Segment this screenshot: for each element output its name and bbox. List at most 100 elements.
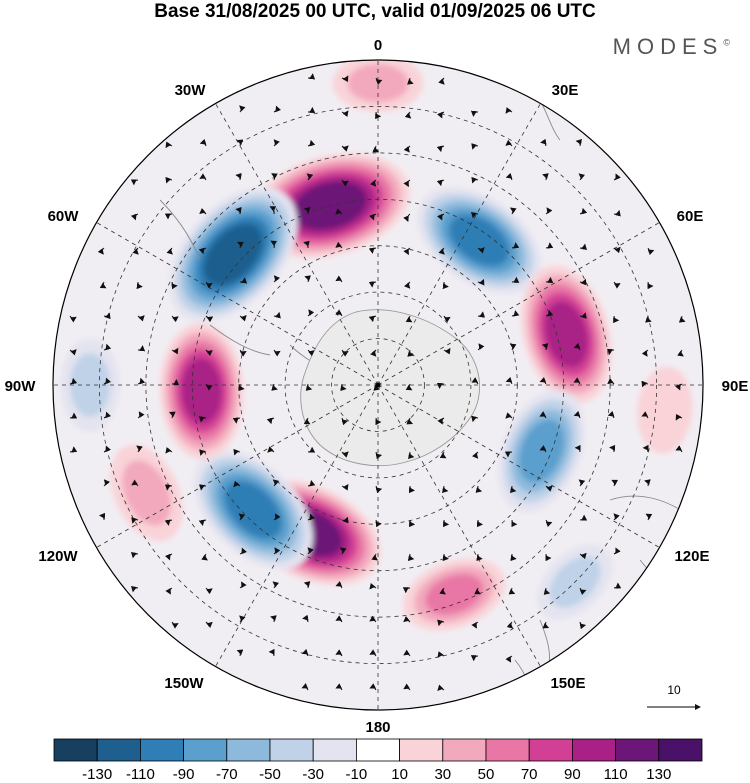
wind-arrow [645,315,652,323]
wind-arrow [471,176,479,184]
wind-arrow [579,207,588,215]
wind-arrow [341,110,349,118]
wind-arrow [607,410,615,419]
wind-arrow [578,479,586,487]
wind-arrow [403,649,411,657]
wind-arrow [165,587,173,595]
anomaly-cell [403,558,506,631]
anomaly-contour [425,574,484,615]
colorbar-swatch [658,738,703,762]
wind-arrow [273,547,281,555]
wind-arrow [130,585,139,593]
wind-arrow [272,581,280,589]
longitude-labels: 0 30E 60E 90E 120E 150E 180 150W 120W 90… [5,37,749,736]
wind-arrow [579,514,588,521]
wind-arrow [509,207,517,215]
wind-arrow [335,581,343,589]
wind-arrow [511,242,520,249]
wind-arrow [307,309,315,317]
meridian [96,384,379,548]
wind-arrow [578,173,586,181]
wind-arrow [273,105,282,113]
wind-arrow [647,247,655,256]
wind-arrow [238,383,245,392]
wind-arrow [375,111,382,120]
lon-label-30e: 30E [552,82,579,99]
wind-arrow [545,519,553,528]
wind-arrow [541,343,549,351]
wind-arrow [341,417,349,426]
wind-arrow [442,553,449,562]
wind-arrow [539,411,547,419]
lon-label-180: 180 [365,719,390,736]
parallel [98,105,658,665]
wind-arrow [201,553,208,561]
anomaly-cell [110,444,183,542]
lon-label-150w: 150W [164,675,204,692]
wind-arrow [606,348,615,355]
meridian [96,222,379,386]
colorbar-tick-label: -30 [302,766,324,783]
wind-arrow [239,349,247,357]
wind-arrow [238,513,246,521]
wind-arrow [273,275,281,283]
wind-arrow [613,209,621,217]
wind-arrow [471,415,479,423]
wind-arrow [301,648,309,657]
wind-arrow [470,211,479,219]
wind-arrow [372,145,380,153]
wind-arrow [270,615,277,623]
wind-arrow [403,145,411,153]
wind-arrow [508,587,516,595]
wind-arrow [97,247,105,255]
wind-arrow [171,315,179,323]
wind-arrow [171,379,180,386]
wind-arrow [165,447,173,454]
wind-arrow [408,519,416,528]
colorbar-tick-label: -110 [126,766,155,783]
wind-arrow [302,614,309,623]
wind-arrow [69,315,77,323]
wind-arrow [641,411,649,419]
wind-arrow [511,310,520,317]
colorbar-swatch [615,738,660,762]
wind-arrow [130,179,139,186]
colorbar-tick-label: -130 [82,766,112,783]
wind-arrow [504,451,513,458]
wind-arrow [542,621,550,629]
wind-arrow [198,519,207,526]
meridian [215,103,379,386]
colorbar: -130 -110 -90 -70 -50 -30 -10 10 30 50 70 90 110 130 [53,738,703,783]
wind-arrow [579,243,588,251]
wind-arrow [164,484,173,491]
anomaly-contour [203,223,263,286]
wind-arrow [205,587,213,595]
wind-arrow [370,179,377,187]
wind-arrow [439,451,447,459]
wind-arrow [509,343,517,351]
brand-name: MODES [612,34,724,59]
meridian [377,384,541,667]
parallel [284,291,472,479]
wind-arrow [199,138,207,147]
wind-arrow [305,383,313,391]
wind-arrow [471,621,479,629]
wind-arrow [438,247,445,255]
copyright-mark: © [723,37,730,48]
map-border [52,59,704,711]
colorbar-swatch [269,738,314,762]
wind-arrow [69,446,78,453]
wind-arrow [233,480,241,488]
meridian [377,384,660,548]
wind-arrow [199,173,207,181]
colorbar-swatch [528,738,573,762]
wind-arrow [239,314,247,322]
wind-arrow [579,587,587,596]
wind-arrow [579,621,587,630]
parallel [191,198,565,572]
wind-arrow [132,247,139,255]
wind-arrow [506,621,514,629]
anomaly-cell [497,389,586,513]
wind-arrow [645,513,653,521]
wind-arrow [171,281,178,290]
